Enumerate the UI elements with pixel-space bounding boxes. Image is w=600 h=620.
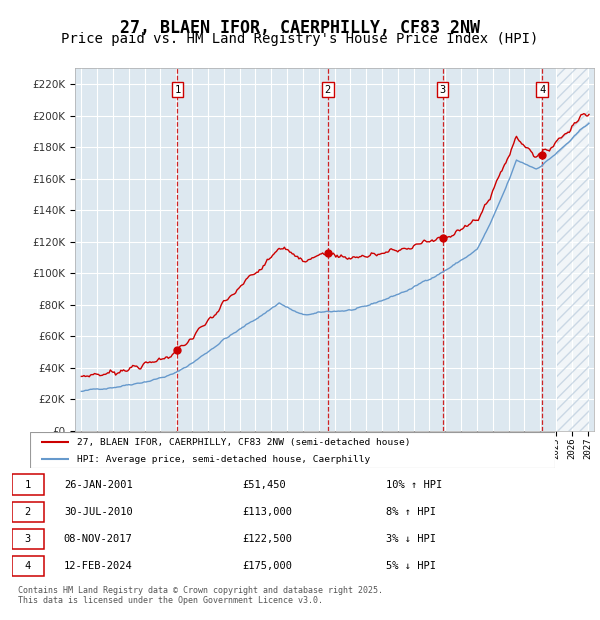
FancyBboxPatch shape [12, 529, 44, 549]
FancyBboxPatch shape [12, 474, 44, 495]
Text: 5% ↓ HPI: 5% ↓ HPI [386, 561, 436, 571]
Text: 3: 3 [25, 534, 31, 544]
Text: £51,450: £51,450 [242, 480, 286, 490]
Text: 10% ↑ HPI: 10% ↑ HPI [386, 480, 443, 490]
FancyBboxPatch shape [30, 432, 555, 468]
Text: 2: 2 [325, 84, 331, 94]
Text: 4: 4 [539, 84, 545, 94]
Text: 1: 1 [25, 480, 31, 490]
Text: 3% ↓ HPI: 3% ↓ HPI [386, 534, 436, 544]
Text: 12-FEB-2024: 12-FEB-2024 [64, 561, 133, 571]
FancyBboxPatch shape [12, 556, 44, 577]
Text: £175,000: £175,000 [242, 561, 292, 571]
Text: 3: 3 [440, 84, 446, 94]
Text: 27, BLAEN IFOR, CAERPHILLY, CF83 2NW: 27, BLAEN IFOR, CAERPHILLY, CF83 2NW [120, 19, 480, 37]
Text: HPI: Average price, semi-detached house, Caerphilly: HPI: Average price, semi-detached house,… [77, 454, 371, 464]
Text: 1: 1 [174, 84, 181, 94]
Text: 26-JAN-2001: 26-JAN-2001 [64, 480, 133, 490]
Text: 08-NOV-2017: 08-NOV-2017 [64, 534, 133, 544]
Text: 2: 2 [25, 507, 31, 517]
Text: 4: 4 [25, 561, 31, 571]
Text: £113,000: £113,000 [242, 507, 292, 517]
Text: £122,500: £122,500 [242, 534, 292, 544]
FancyBboxPatch shape [12, 502, 44, 522]
Text: 8% ↑ HPI: 8% ↑ HPI [386, 507, 436, 517]
Text: Contains HM Land Registry data © Crown copyright and database right 2025.
This d: Contains HM Land Registry data © Crown c… [18, 586, 383, 605]
Text: 30-JUL-2010: 30-JUL-2010 [64, 507, 133, 517]
Text: Price paid vs. HM Land Registry's House Price Index (HPI): Price paid vs. HM Land Registry's House … [61, 32, 539, 46]
Text: 27, BLAEN IFOR, CAERPHILLY, CF83 2NW (semi-detached house): 27, BLAEN IFOR, CAERPHILLY, CF83 2NW (se… [77, 438, 411, 446]
